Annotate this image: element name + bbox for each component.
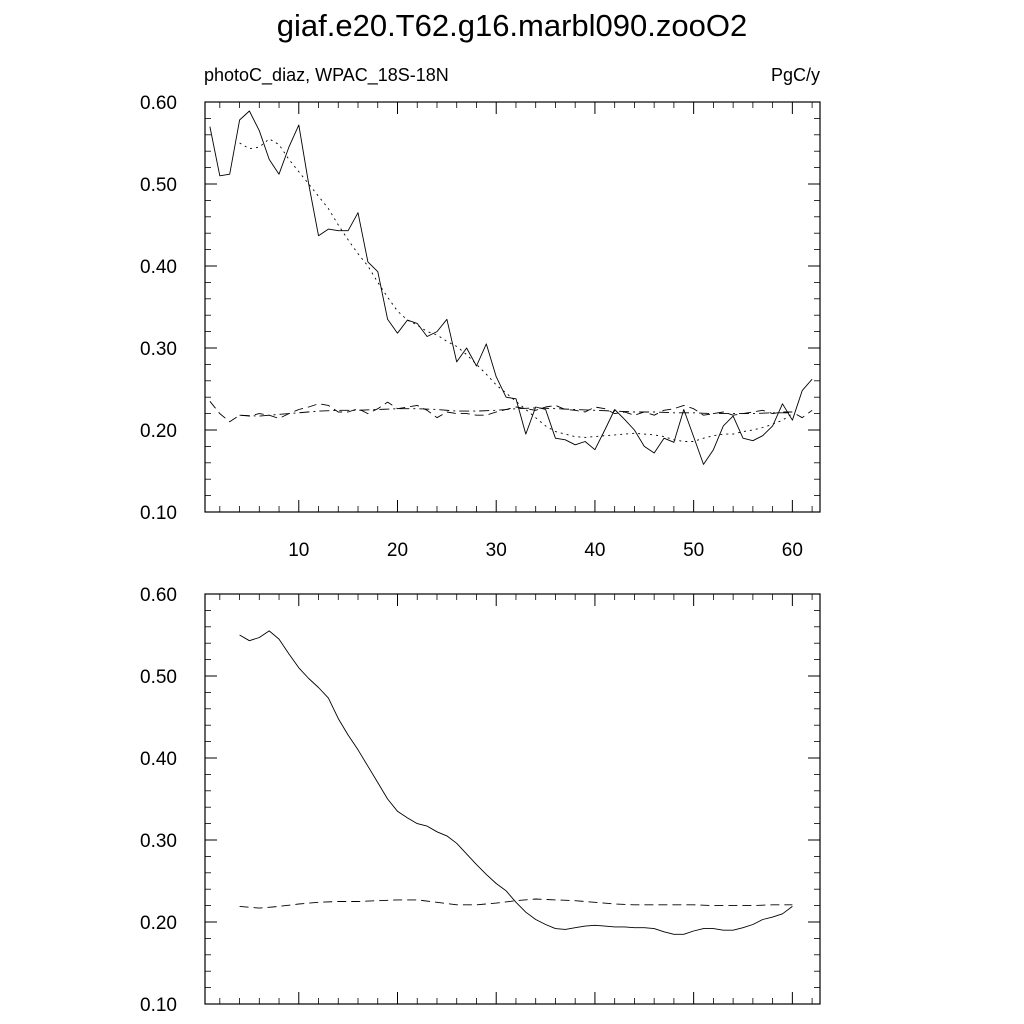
top-xtick-label: 20	[387, 540, 408, 561]
top-panel: photoC_diaz, WPAC_18S-18N PgC/y 0.10 0.20…	[140, 65, 821, 561]
page-title: giaf.e20.T62.g16.marbl090.zooO2	[276, 8, 748, 43]
bottom-ytick-label: 0.30	[140, 831, 177, 852]
top-xtick-label: 50	[683, 540, 704, 561]
top-series-line-dashdot	[239, 407, 793, 417]
top-ytick-label: 0.30	[140, 339, 177, 360]
top-ytick-label: 0.60	[140, 93, 177, 114]
bottom-ytick-label: 0.10	[140, 995, 177, 1016]
top-ytick-label: 0.50	[140, 175, 177, 196]
top-plot-frame	[204, 101, 821, 513]
top-xtick-label: 40	[584, 540, 605, 561]
top-xtick-label: 10	[288, 540, 309, 561]
bottom-ytick-label: 0.20	[140, 913, 177, 934]
bottom-panel: 0.10 0.20 0.30 0.40 0.50 0.60	[140, 585, 821, 1016]
top-ytick-label: 0.10	[140, 503, 177, 524]
top-xtick-label: 60	[782, 540, 803, 561]
top-ytick-label: 0.20	[140, 421, 177, 442]
bottom-ytick-label: 0.60	[140, 585, 177, 606]
top-series-line-solid	[209, 110, 813, 465]
top-ytick-label: 0.40	[140, 257, 177, 278]
top-panel-units-label: PgC/y	[771, 65, 820, 85]
top-xtick-label: 30	[486, 540, 507, 561]
bottom-series-line-solid	[239, 630, 793, 935]
top-series-line-dotted	[239, 138, 793, 442]
top-panel-variable-label: photoC_diaz, WPAC_18S-18N	[204, 65, 449, 86]
bottom-ytick-label: 0.40	[140, 749, 177, 770]
bottom-series-line-dashed	[239, 898, 793, 909]
bottom-plot-frame	[204, 593, 821, 1005]
bottom-ytick-label: 0.50	[140, 667, 177, 688]
top-series-line-dashed	[209, 401, 813, 423]
